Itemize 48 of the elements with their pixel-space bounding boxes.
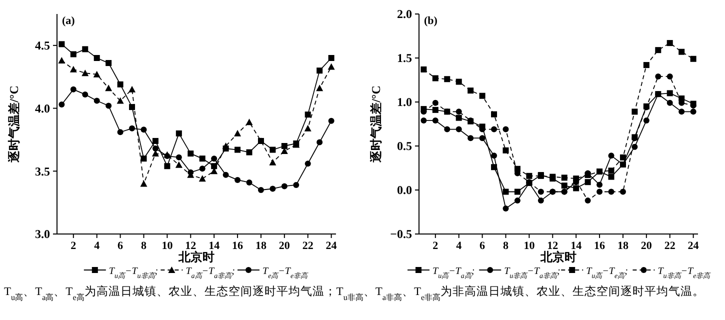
legend-label: T$_{u非高}$−T$_{e非高}$: [658, 266, 712, 280]
x-tick-label: 4: [94, 240, 100, 252]
y-tick-label: −0.5: [390, 227, 412, 242]
x-tick-label: 12: [547, 240, 559, 252]
chart-title: (b): [424, 15, 438, 27]
chart-title: (a): [62, 15, 76, 27]
x-tick-label: 22: [664, 240, 676, 252]
legend-label: T$_{e高}$−T$_{e非高}$: [262, 266, 309, 280]
y-tick-label: 1.5: [397, 51, 412, 66]
x-tick-label: 18: [617, 240, 629, 252]
x-tick-label: 12: [185, 240, 197, 252]
legend-label: T$_{u非高}$−T$_{a非高}$;: [504, 266, 560, 280]
y-axis-title: 逐时气温差/°C: [7, 86, 21, 164]
x-tick-label: 16: [232, 240, 244, 252]
y-tick-label: 3.0: [35, 227, 50, 242]
y-axis-title: 逐时气温差/°C: [369, 86, 383, 164]
x-axis-title: 北京时: [540, 250, 576, 264]
x-tick-label: 16: [594, 240, 606, 252]
x-tick-label: 20: [640, 240, 652, 252]
y-tick-label: 2.0: [397, 7, 412, 22]
legend-label: T$_{u高}$−T$_{e高}$;: [586, 266, 628, 280]
y-tick-label: 0.0: [397, 183, 412, 198]
x-tick-label: 2: [432, 240, 439, 252]
x-tick-label: 24: [326, 240, 338, 252]
x-tick-label: 14: [570, 240, 582, 252]
x-tick-label: 8: [141, 240, 147, 252]
x-axis-title: 北京时: [178, 250, 214, 264]
y-tick-label: 4.0: [35, 101, 50, 116]
x-tick-label: 20: [278, 240, 290, 252]
x-tick-label: 10: [162, 240, 174, 252]
x-tick-label: 18: [255, 240, 267, 252]
y-tick-label: 0.5: [397, 139, 412, 154]
x-tick-label: 6: [118, 240, 124, 252]
x-tick-label: 14: [208, 240, 220, 252]
x-tick-label: 8: [503, 240, 509, 252]
y-tick-label: 4.5: [35, 38, 50, 53]
x-tick-label: 10: [524, 240, 536, 252]
y-tick-label: 1.0: [397, 95, 412, 110]
legend-label: T$_{a高}$−T$_{a非高}$;: [186, 266, 235, 280]
text: T$_{u高}$、T$_{a高}$、T$_{e高}$为高温日城镇、农业、生态空间逐时平均气温；T$_{u非高}$、T$_{a非高}$、T$_{e非高}$为非高温日城镇、农业、生态空间逐时平均气温。: [4, 286, 705, 302]
y-tick-label: 3.5: [35, 164, 50, 178]
x-tick-label: 6: [480, 240, 486, 252]
x-tick-label: 4: [456, 240, 462, 252]
legend-label: T$_{u高}$−T$_{a高}$;: [432, 266, 475, 280]
x-tick-label: 2: [70, 240, 77, 252]
x-tick-label: 24: [688, 240, 700, 252]
legend-label: T$_{u高}$−T$_{u非高}$;: [108, 266, 158, 280]
x-tick-label: 22: [302, 240, 314, 252]
